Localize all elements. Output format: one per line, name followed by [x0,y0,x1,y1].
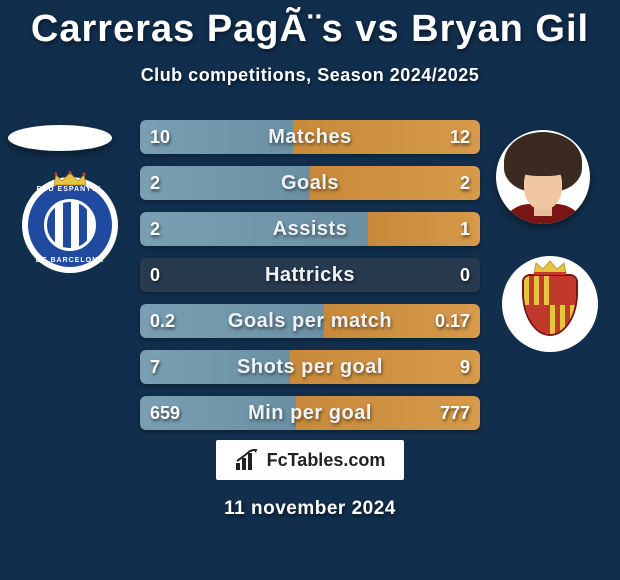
club-crest-espanyol: RCD ESPANYOL DE BARCELONA [22,177,118,273]
stats-container: 1012Matches 22Goals 21Assists 00Hattricks 0.… [140,120,480,442]
fctables-icon [235,449,261,471]
stat-label: Matches [140,120,480,154]
stat-row: 659777Min per goal [140,396,480,430]
stat-row: 00Hattricks [140,258,480,292]
fctables-brand[interactable]: FcTables.com [216,440,404,480]
infographic-date: 11 november 2024 [0,498,620,520]
stat-label: Hattricks [140,258,480,292]
page-subtitle: Club competitions, Season 2024/2025 [0,65,620,86]
stat-label: Min per goal [140,396,480,430]
stat-label: Assists [140,212,480,246]
stat-row: 22Goals [140,166,480,200]
stat-row: 1012Matches [140,120,480,154]
player-left-avatar [8,125,112,151]
stat-label: Shots per goal [140,350,480,384]
stat-row: 21Assists [140,212,480,246]
stat-label: Goals per match [140,304,480,338]
stat-row: 79Shots per goal [140,350,480,384]
player-right-avatar [496,130,590,224]
club-crest-girona [502,256,598,352]
fctables-text: FcTables.com [267,450,386,471]
stat-label: Goals [140,166,480,200]
page-title: Carreras PagÃ¨s vs Bryan Gil [0,0,620,51]
stat-row: 0.20.17Goals per match [140,304,480,338]
